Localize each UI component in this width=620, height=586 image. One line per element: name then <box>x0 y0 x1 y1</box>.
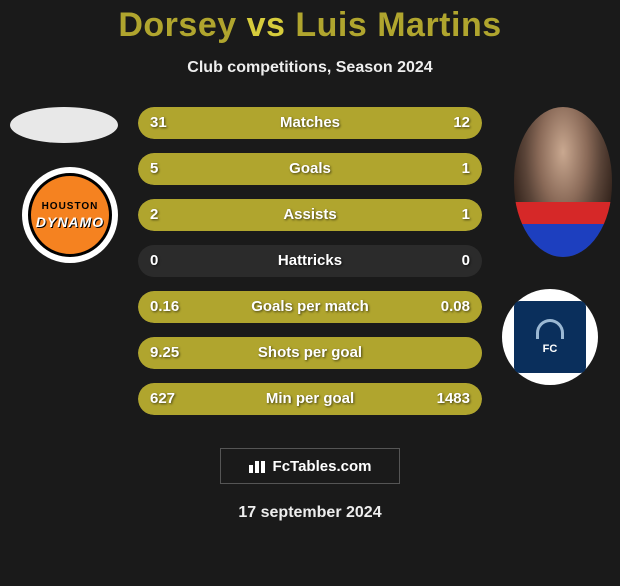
stat-value-right: 0.08 <box>441 291 470 323</box>
stat-label: Goals <box>138 153 482 185</box>
team2-logo-inner: FC <box>514 301 586 373</box>
stat-row: 627Min per goal1483 <box>138 383 482 415</box>
stat-label: Goals per match <box>138 291 482 323</box>
stat-row: 31Matches12 <box>138 107 482 139</box>
player2-photo <box>514 107 612 257</box>
stat-value-right: 1 <box>462 153 470 185</box>
player1-photo-placeholder <box>10 107 118 143</box>
brand-text: FcTables.com <box>273 458 372 475</box>
team2-cap-icon <box>536 319 564 339</box>
player1-name: Dorsey <box>118 6 236 44</box>
team1-word-bottom: DYNAMO <box>36 214 104 230</box>
stat-label: Matches <box>138 107 482 139</box>
stat-label: Assists <box>138 199 482 231</box>
stat-label: Min per goal <box>138 383 482 415</box>
stat-row: 0.16Goals per match0.08 <box>138 291 482 323</box>
player2-name: Luis Martins <box>295 6 501 44</box>
stat-row: 9.25Shots per goal <box>138 337 482 369</box>
vs-word: vs <box>247 6 286 44</box>
bar-chart-icon <box>249 459 267 473</box>
team1-logo: HOUSTON DYNAMO <box>22 167 118 263</box>
player2-jersey <box>514 202 612 257</box>
stat-row: 0Hattricks0 <box>138 245 482 277</box>
stat-bars: 31Matches12 5Goals1 2Assists1 0Hattricks0 0.… <box>138 107 482 429</box>
stat-row: 5Goals1 <box>138 153 482 185</box>
team1-logo-inner: HOUSTON DYNAMO <box>28 173 112 257</box>
stat-value-right: 1483 <box>437 383 470 415</box>
team2-fc-text: FC <box>543 343 558 355</box>
stat-value-right: 0 <box>462 245 470 277</box>
date-text: 17 september 2024 <box>0 504 620 522</box>
stat-value-right: 12 <box>453 107 470 139</box>
team2-logo: FC <box>502 289 598 385</box>
stat-row: 2Assists1 <box>138 199 482 231</box>
subtitle: Club competitions, Season 2024 <box>0 59 620 77</box>
team1-word-top: HOUSTON <box>42 201 99 212</box>
brand-badge: FcTables.com <box>220 448 400 484</box>
comparison-title: Dorsey vs Luis Martins <box>0 6 620 45</box>
stat-value-right: 1 <box>462 199 470 231</box>
stat-label: Hattricks <box>138 245 482 277</box>
stat-label: Shots per goal <box>138 337 482 369</box>
